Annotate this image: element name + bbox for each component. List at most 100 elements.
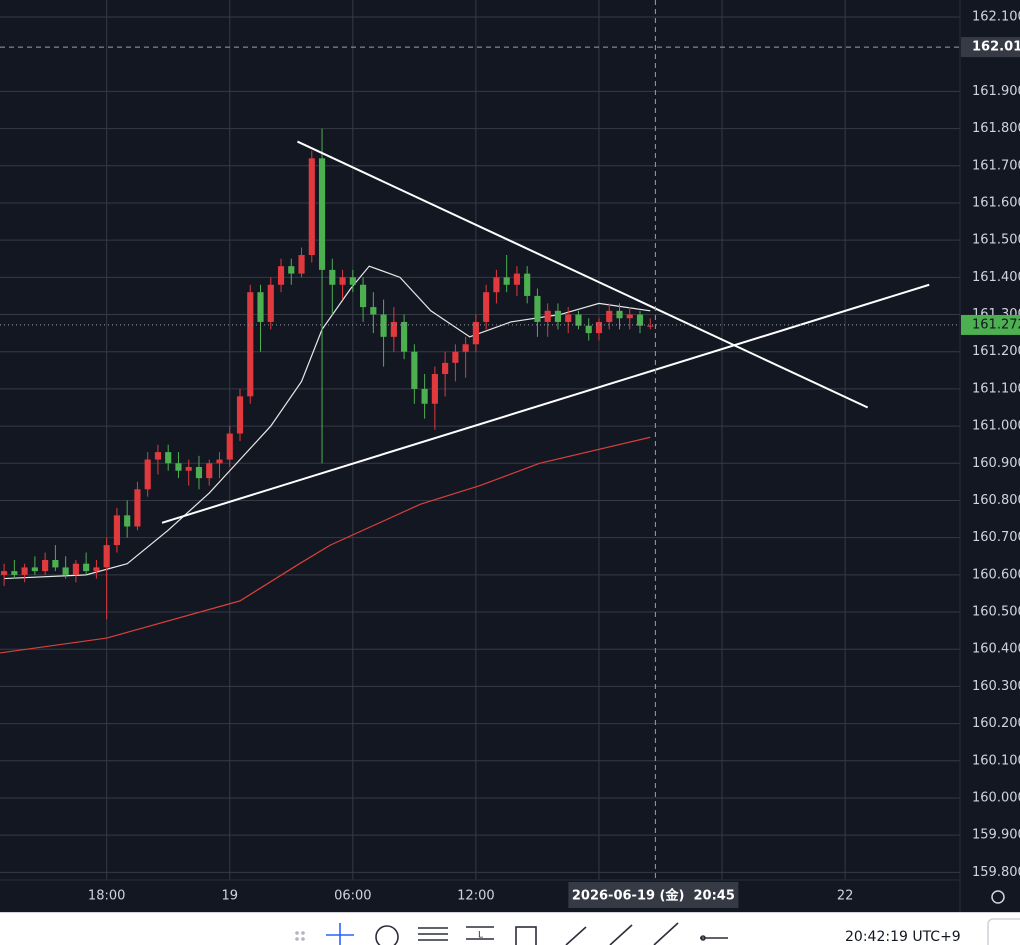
y-tick-label: 161.600 — [972, 195, 1020, 210]
crosshair-tool[interactable] — [326, 923, 354, 945]
candle-body — [165, 452, 172, 464]
x-tick-label: 12:00 — [457, 889, 494, 904]
candle-body — [401, 321, 408, 352]
crosshair-time-badge — [568, 882, 739, 908]
candle-body — [647, 325, 654, 327]
candle-body — [308, 158, 315, 256]
y-tick-label: 161.800 — [972, 121, 1020, 136]
clock: 20:42:19 UTC+9 — [845, 929, 961, 945]
candle-body — [452, 351, 459, 363]
candle-body — [421, 388, 428, 404]
y-tick-label: 160.600 — [972, 567, 1020, 582]
candle-body — [534, 295, 541, 322]
candle-body — [329, 269, 336, 285]
candle-body — [360, 284, 367, 308]
candle-body — [52, 559, 59, 568]
y-tick-label: 159.800 — [972, 865, 1020, 880]
settings-icon[interactable] — [991, 890, 1005, 904]
candle-body — [257, 292, 264, 322]
y-tick-label: 161.400 — [972, 270, 1020, 285]
candle-body — [62, 567, 69, 575]
candle-body — [124, 515, 131, 527]
current-price-badge — [961, 314, 1020, 335]
candle-body — [513, 273, 520, 285]
candle-body — [411, 351, 418, 389]
arrow-tool[interactable] — [565, 926, 587, 945]
rect-tool[interactable] — [515, 926, 537, 945]
y-tick-label: 161.700 — [972, 158, 1020, 173]
moving-average — [4, 265, 651, 580]
candle-body — [616, 310, 623, 319]
line-tool[interactable] — [653, 922, 679, 945]
trend-line — [161, 283, 930, 524]
y-tick-label: 160.000 — [972, 790, 1020, 805]
candle-body — [370, 307, 377, 315]
svg-text:L: L — [478, 931, 483, 941]
candle-body — [42, 559, 49, 572]
corner-button[interactable] — [987, 918, 1020, 945]
candle-body — [318, 158, 326, 270]
candle-body — [442, 362, 449, 375]
candle-body — [93, 567, 100, 572]
y-tick-label: 161.200 — [972, 344, 1020, 359]
hline-tool[interactable]: L — [466, 926, 494, 941]
current-price-label: 161.272 — [972, 317, 1020, 332]
candle-body — [380, 314, 387, 337]
candle-body — [31, 567, 38, 572]
x-tick-label: 19 — [221, 889, 238, 904]
candle-body — [103, 545, 110, 568]
y-tick-label: 162.100 — [972, 9, 1020, 24]
candle-body — [195, 467, 203, 479]
y-tick-label: 161.000 — [972, 419, 1020, 434]
candle-body — [349, 277, 356, 285]
ray-tool[interactable] — [609, 924, 633, 945]
candle-body — [113, 515, 120, 546]
candle-body — [390, 321, 397, 337]
trend-line — [297, 140, 869, 409]
y-tick-label: 159.900 — [972, 828, 1020, 843]
candle-body — [21, 567, 28, 575]
plot-background — [0, 0, 1020, 912]
candle-body — [277, 266, 285, 285]
segment-tool[interactable] — [700, 935, 728, 941]
bottom-bar: L 20:42:19 UTC+9 — [0, 912, 1020, 945]
drag-handle[interactable] — [295, 931, 305, 941]
candle-body — [83, 563, 90, 572]
candle-body — [524, 273, 531, 296]
candle-body — [134, 489, 141, 527]
candle-body — [544, 310, 551, 322]
y-tick-label: 161.100 — [972, 381, 1020, 396]
y-tick-label: 161.500 — [972, 233, 1020, 248]
candle-body — [185, 467, 192, 471]
candle-body — [565, 314, 572, 322]
candle-body — [267, 284, 274, 322]
candle-body — [431, 374, 438, 404]
crosshair-price-badge — [961, 37, 1020, 58]
candle-body — [226, 433, 233, 460]
candle-body — [288, 266, 295, 274]
y-tick-label: 160.900 — [972, 456, 1020, 471]
moving-average — [0, 436, 651, 654]
x-tick-label: 22 — [837, 889, 854, 904]
crosshair-price-label: 162.019 — [972, 40, 1020, 55]
y-tick-label: 160.100 — [972, 753, 1020, 768]
candle-body — [236, 396, 244, 434]
candle-body — [483, 292, 490, 322]
x-tick-label: 06:00 — [334, 889, 371, 904]
y-tick-label: 160.500 — [972, 605, 1020, 620]
toolbar: L 20:42:19 UTC+9 — [295, 918, 1020, 945]
candle-body — [626, 314, 633, 319]
candle-body — [472, 321, 479, 345]
candle-body — [606, 310, 613, 322]
x-tick-label: 18:00 — [88, 889, 125, 904]
hlines-tool[interactable] — [418, 927, 448, 941]
candle-body — [175, 463, 182, 471]
y-tick-label: 160.200 — [972, 716, 1020, 731]
candle-body — [154, 452, 162, 460]
shape-tool[interactable] — [375, 925, 399, 945]
y-tick-label: 160.400 — [972, 642, 1020, 657]
y-tick-label: 160.700 — [972, 530, 1020, 545]
candle-body — [503, 277, 510, 285]
y-tick-label: 160.300 — [972, 679, 1020, 694]
